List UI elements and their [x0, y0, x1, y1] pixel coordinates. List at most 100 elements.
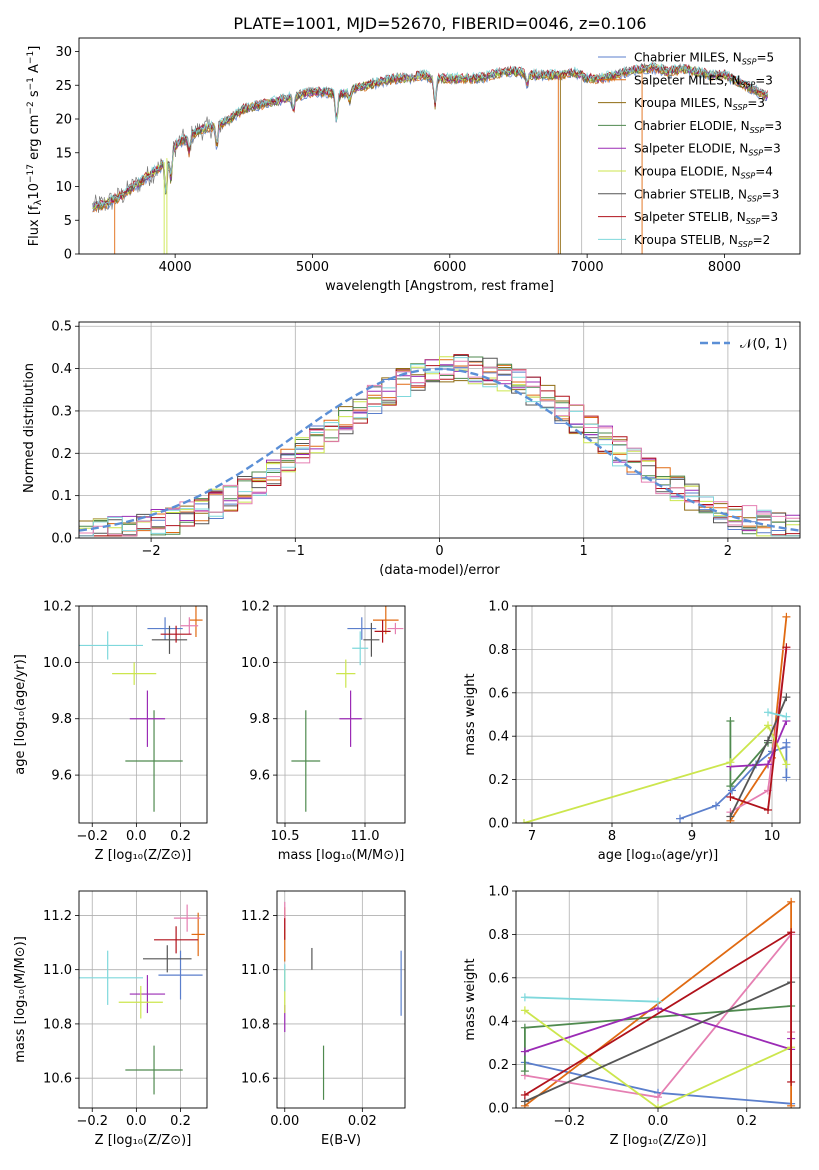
y-tick-label: 0.4 — [488, 730, 509, 745]
y-tick-label: 0.2 — [51, 447, 72, 462]
legend-text: Kroupa STELIB, N — [634, 233, 738, 247]
grid — [516, 605, 800, 824]
y-tick-label: 25 — [55, 79, 72, 94]
y-tick-label: 0.6 — [488, 686, 509, 701]
subplot-spectrum: 4000 5000 6000 7000 8000 0 5 10 15 20 25 30 waveleng… — [26, 37, 801, 294]
errorbars — [284, 901, 402, 1100]
subplot-mass-vs-EBV: 0.00 0.02 10.6 10.8 11.0 11.2 E(B-V) — [241, 890, 406, 1148]
y-tick-label: 0.2 — [488, 773, 509, 788]
errorbar-point — [373, 606, 399, 635]
weight-line — [730, 647, 788, 812]
x-tick-label: −1 — [286, 544, 305, 559]
x-tick-label: 10.5 — [271, 829, 300, 844]
weight-marker — [726, 782, 735, 791]
legend-label: Kroupa MILES, NSSP=3 — [634, 96, 765, 112]
weight-marker — [787, 1101, 796, 1108]
y-axis-label: mass weight — [463, 958, 478, 1040]
legend-label: Chabrier STELIB, NSSP=3 — [634, 187, 779, 203]
legend-label: Salpeter ELODIE, NSSP=3 — [634, 142, 781, 158]
y-tick-label: 11.0 — [241, 963, 270, 978]
weight-line — [524, 981, 792, 1103]
axes-frame — [515, 605, 801, 824]
y-tick-label: 0.8 — [488, 928, 509, 943]
y-tick-label: 5 — [64, 214, 72, 229]
errorbar-point — [189, 606, 203, 637]
y-tick-label: 0.6 — [488, 971, 509, 986]
y-tick-label: 0.0 — [51, 532, 72, 547]
weight-line — [729, 649, 788, 813]
x-axis-label: wavelength [Angstrom, rest frame] — [325, 279, 554, 294]
errorbar-point — [339, 690, 362, 747]
weight-marker — [654, 1093, 662, 1102]
x-tick-label: 11.0 — [351, 829, 380, 844]
weight-lines — [520, 897, 796, 1108]
errorbar-point — [125, 1045, 183, 1095]
y-tick-label: 0.8 — [488, 643, 509, 658]
plot-area — [79, 606, 203, 812]
weight-marker — [676, 814, 684, 823]
spectrum-lines — [92, 61, 768, 254]
y-tick-label: 20 — [55, 113, 72, 128]
y-axis-label: mass [log₁₀(M/M⊙)] — [13, 936, 28, 1063]
x-tick-label: 1 — [580, 544, 588, 559]
x-tick-label: 4000 — [159, 260, 192, 275]
x-tick-label: 8000 — [708, 260, 741, 275]
x-tick-label: −2 — [142, 544, 161, 559]
weight-marker — [712, 801, 720, 810]
grid — [79, 605, 207, 823]
y-tick-label: 0.4 — [51, 362, 72, 377]
y-tick-label: 30 — [55, 45, 72, 60]
errorbar-point — [387, 622, 404, 635]
errorbar-point — [160, 625, 192, 643]
y-axis-label: age [log₁₀(age/yr)] — [13, 654, 28, 775]
x-axis-label: Z [log₁₀(Z/Z⊙)] — [95, 848, 192, 863]
histograms — [79, 354, 800, 537]
y-tick-label: 0.0 — [488, 1102, 509, 1117]
errorbar-point — [129, 690, 166, 747]
x-tick-label: 0.0 — [126, 829, 147, 844]
y-axis-label-part: s — [27, 90, 42, 101]
errorbar-point — [352, 631, 369, 666]
model-spectrum-line — [92, 61, 768, 207]
weight-marker — [782, 760, 791, 769]
weight-line — [524, 996, 659, 1003]
x-axis-label: age [log₁₀(age/yr)] — [598, 848, 719, 863]
axes-frame — [78, 37, 801, 255]
y-tick-label: 10.8 — [241, 1017, 270, 1032]
errorbar-point — [291, 710, 321, 812]
x-tick-label: 9 — [688, 829, 696, 844]
normal-distribution-curve — [79, 367, 800, 532]
y-tick-label: 10.2 — [241, 600, 270, 615]
weight-marker — [726, 812, 735, 821]
y-tick-label: 0.3 — [51, 404, 72, 419]
x-tick-label: 0.00 — [270, 1114, 299, 1129]
errorbar-point — [336, 659, 356, 688]
weight-line — [524, 1009, 792, 1108]
subplot-weight-vs-Z: −0.2 0.0 0.2 0.0 0.2 0.4 0.6 0.8 1.0 Z [log₁₀(Z/Z… — [463, 885, 801, 1148]
legend-subscript: SSP — [742, 58, 757, 67]
errorbar-point — [154, 926, 199, 954]
x-tick-label: 7000 — [571, 260, 604, 275]
y-tick-label: 0.0 — [488, 817, 509, 832]
weight-marker — [782, 738, 791, 747]
y-axis-label-part: −17 — [26, 164, 36, 183]
grid — [277, 605, 405, 823]
weight-marker — [726, 717, 735, 726]
plot-area — [520, 897, 796, 1108]
y-tick-label: 9.8 — [51, 712, 72, 727]
weight-marker — [764, 721, 772, 730]
axes-frame — [78, 890, 208, 1109]
legend-text: Chabrier STELIB, N — [634, 187, 747, 201]
weight-marker — [787, 1077, 796, 1086]
y-axis-label-part: 10 — [27, 183, 42, 200]
legend-value: =4 — [755, 165, 773, 179]
legend-text: Salpeter ELODIE, N — [634, 142, 748, 156]
y-tick-label: 10.2 — [43, 600, 72, 615]
weight-marker — [764, 736, 772, 745]
y-tick-label: 1.0 — [488, 885, 509, 900]
y-tick-label: 11.2 — [43, 909, 72, 924]
weight-line — [767, 711, 787, 718]
legend-value: =5 — [756, 51, 774, 65]
grid — [79, 891, 207, 1108]
legend-subscript: SSP — [746, 217, 761, 226]
